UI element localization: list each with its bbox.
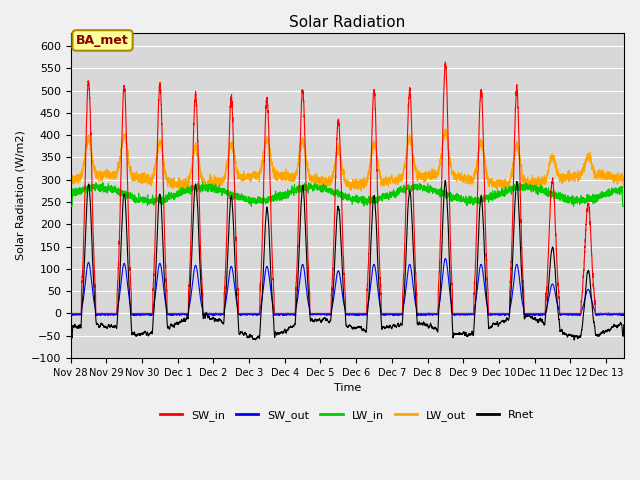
LW_out (357, 188, 365, 193)
X-axis label: Time: Time (333, 383, 361, 393)
SW_in (572, 311, 579, 316)
Line: LW_in: LW_in (70, 182, 624, 206)
SW_in (67, 311, 74, 316)
Line: SW_in: SW_in (70, 62, 624, 313)
LW_in (213, 184, 221, 190)
Rnet (463, 333, 471, 339)
SW_out (210, 313, 218, 319)
Rnet (67, 319, 74, 325)
Rnet (570, 337, 578, 343)
SW_in (109, 311, 116, 316)
Line: LW_out: LW_out (70, 129, 624, 191)
Legend: SW_in, SW_out, LW_in, LW_out, Rnet: SW_in, SW_out, LW_in, LW_out, Rnet (156, 406, 539, 426)
SW_out (67, 312, 74, 317)
Rnet (620, 322, 628, 328)
Title: Solar Radiation: Solar Radiation (289, 15, 405, 30)
Text: BA_met: BA_met (76, 34, 129, 47)
Line: Rnet: Rnet (70, 180, 624, 340)
SW_in (521, 311, 529, 316)
LW_out (463, 176, 471, 181)
LW_out (620, 184, 628, 190)
SW_in (213, 311, 221, 316)
SW_in (463, 311, 471, 316)
SW_in (620, 311, 628, 316)
SW_out (572, 312, 580, 317)
LW_out (109, 172, 116, 178)
LW_out (67, 186, 74, 192)
LW_in (572, 200, 579, 206)
SW_out (442, 256, 449, 262)
Rnet (109, 324, 116, 329)
LW_out (572, 175, 580, 180)
SW_out (109, 312, 116, 318)
SW_in (233, 269, 241, 275)
LW_out (442, 126, 449, 132)
Rnet (572, 333, 580, 339)
LW_out (233, 171, 241, 177)
SW_out (234, 302, 241, 308)
Line: SW_out: SW_out (70, 259, 624, 316)
LW_in (234, 191, 241, 197)
LW_in (463, 197, 471, 203)
LW_in (521, 184, 529, 190)
LW_out (213, 180, 221, 186)
SW_out (463, 312, 471, 317)
LW_in (198, 180, 206, 185)
LW_in (67, 204, 74, 209)
SW_in (442, 59, 449, 65)
Y-axis label: Solar Radiation (W/m2): Solar Radiation (W/m2) (15, 131, 25, 260)
LW_in (620, 204, 628, 209)
SW_out (521, 312, 529, 317)
Rnet (521, 315, 529, 321)
Rnet (213, 317, 221, 323)
Rnet (442, 178, 449, 183)
SW_out (213, 311, 221, 317)
LW_in (109, 185, 116, 191)
SW_out (620, 312, 628, 317)
LW_out (521, 184, 529, 190)
Rnet (233, 302, 241, 308)
